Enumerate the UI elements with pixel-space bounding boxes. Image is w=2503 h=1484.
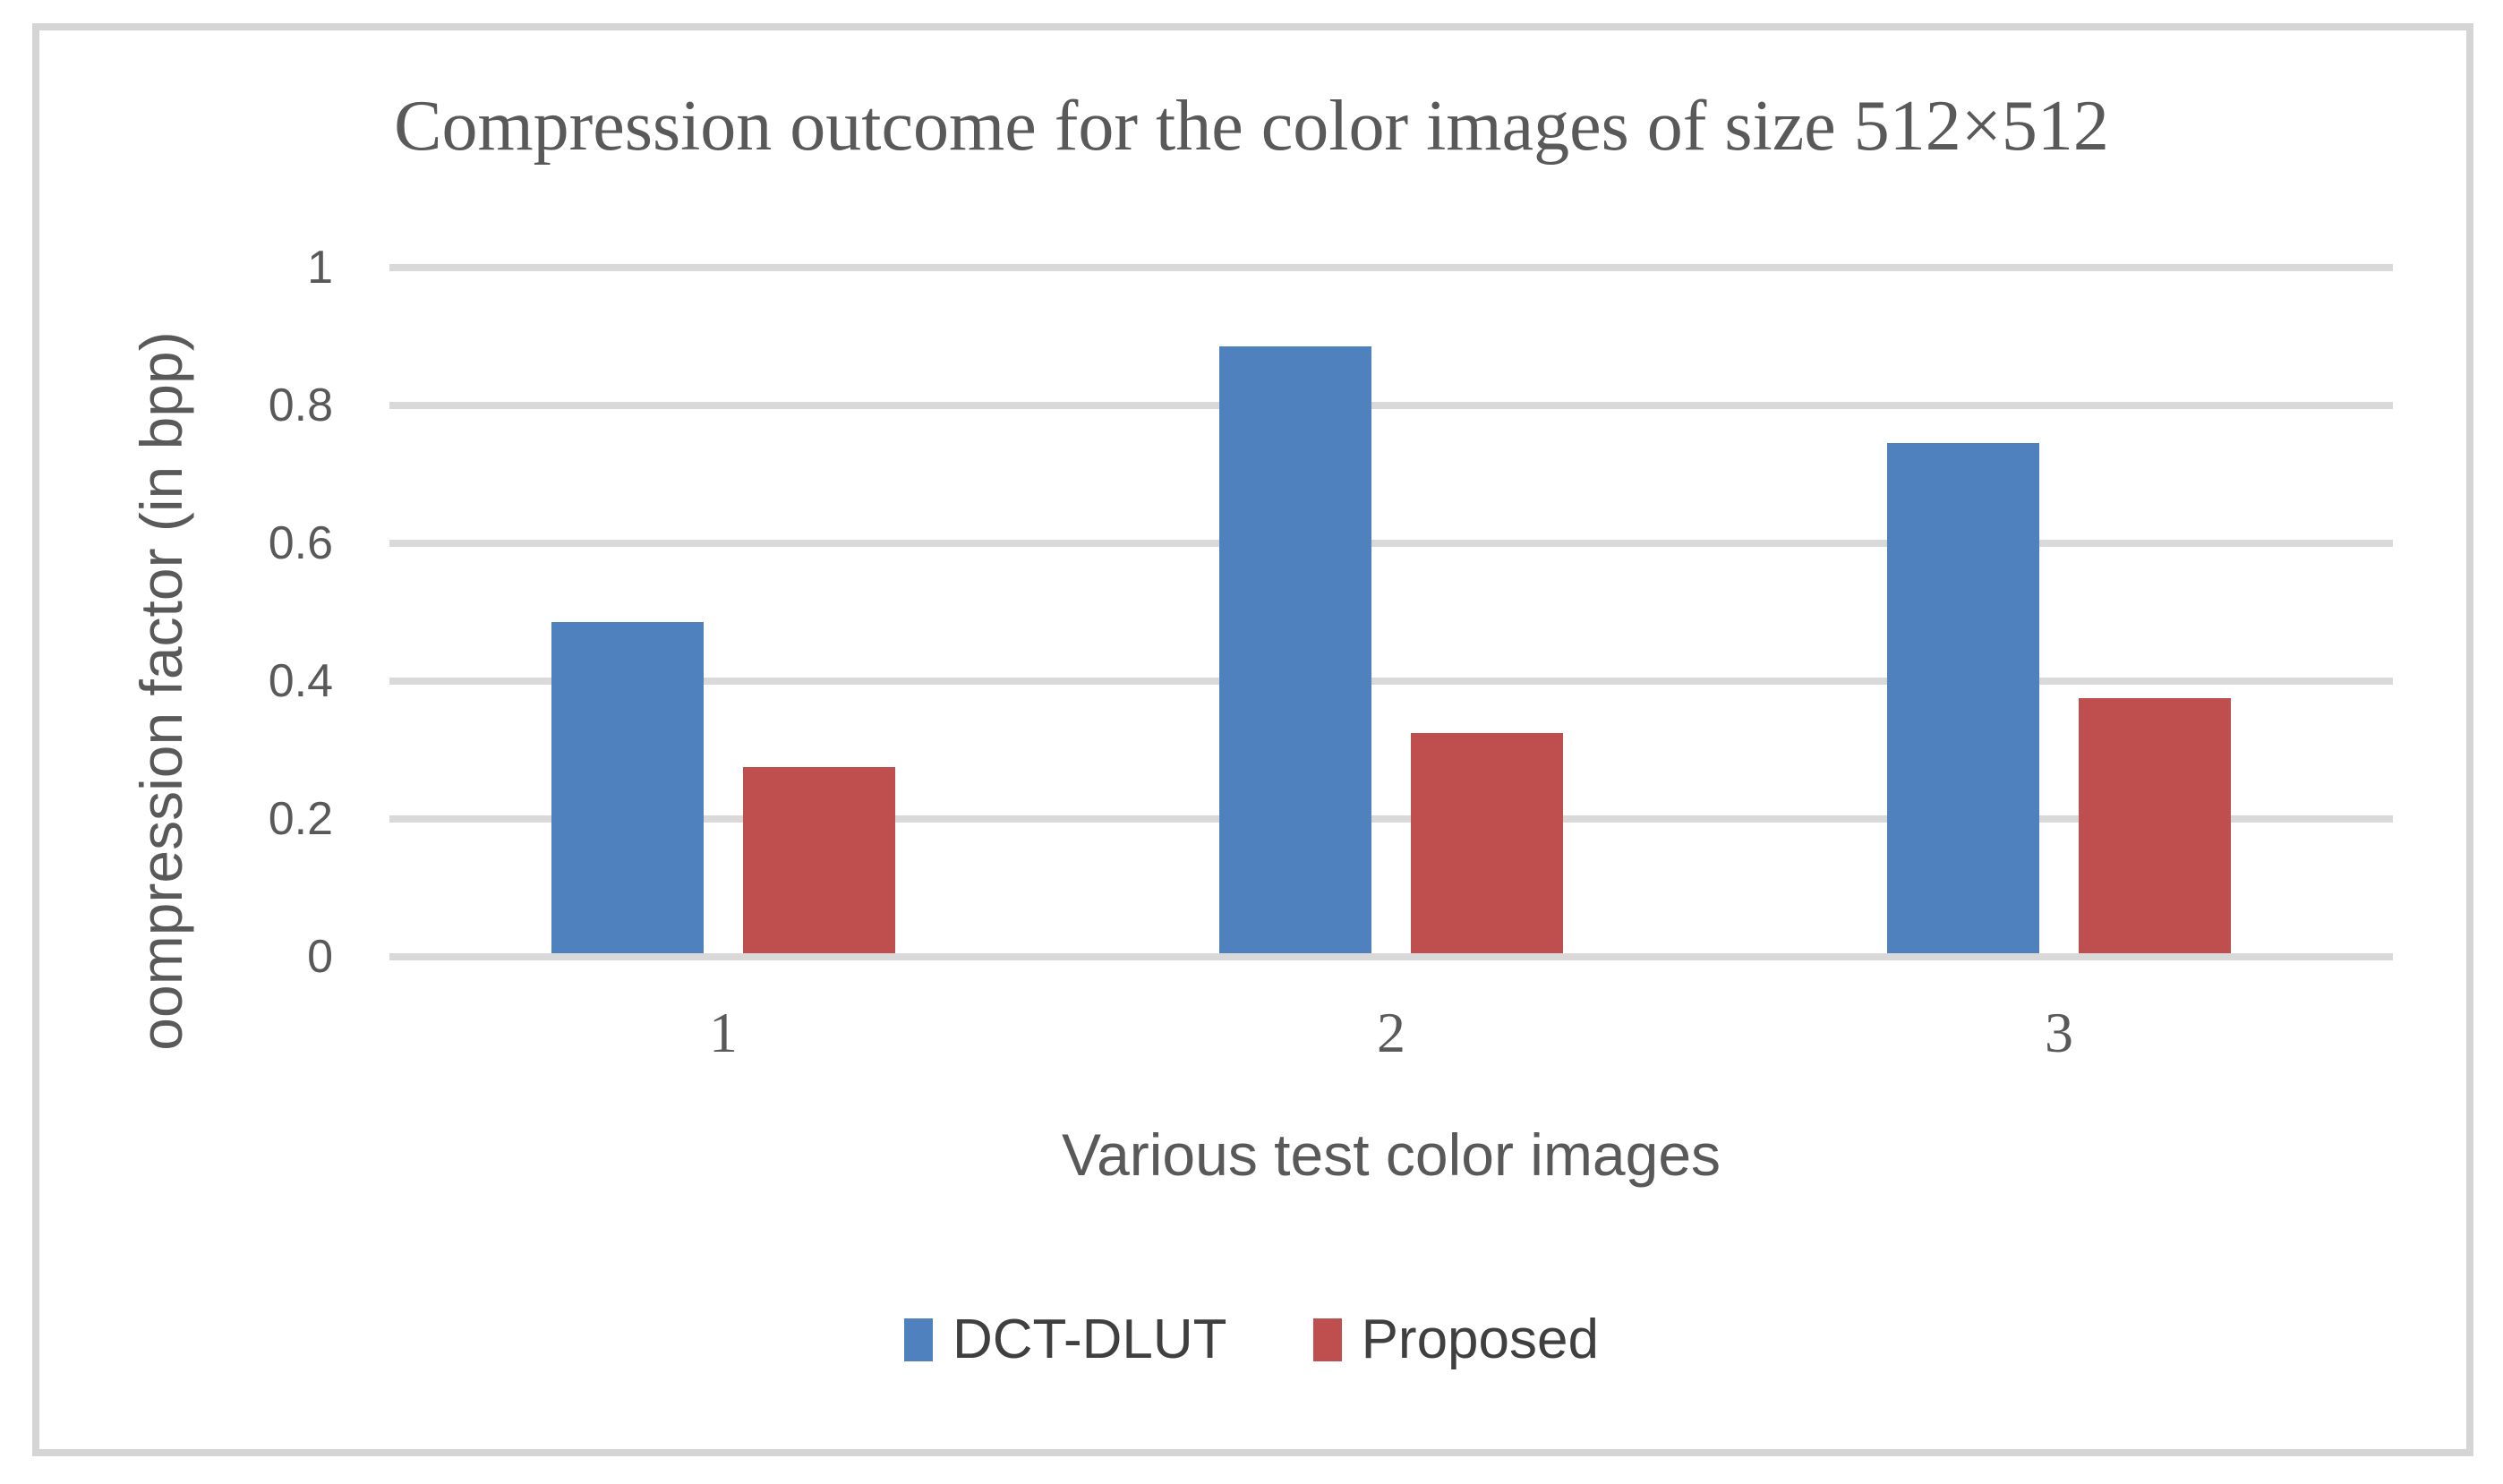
gridline-0 [389,953,2393,960]
legend-item-dct-dlut: DCT-DLUT [904,1309,1227,1371]
legend: DCT-DLUT Proposed [0,1309,2503,1371]
legend-item-proposed: Proposed [1312,1309,1599,1371]
bar-proposed-1 [743,767,895,953]
chart-title: Compression outcome for the color images… [394,87,2109,166]
legend-swatch-dct-dlut [904,1318,933,1361]
bar-proposed-2 [1411,733,1563,953]
x-axis-title: Various test color images [1061,1122,1721,1188]
y-tick-label-0: 0 [307,931,333,983]
legend-label-proposed: Proposed [1361,1309,1599,1370]
x-tick-label-3: 3 [2045,1001,2073,1064]
y-tick-label-0.4: 0.4 [268,655,333,707]
bar-proposed-3 [2079,698,2231,953]
gridline-1 [389,264,2393,271]
gridline-0.6 [389,540,2393,547]
y-tick-label-0.6: 0.6 [268,517,333,569]
gridline-0.4 [389,678,2393,685]
legend-swatch-proposed [1312,1318,1342,1361]
bar-dct-dlut-2 [1219,346,1371,953]
x-tick-label-1: 1 [709,1001,738,1064]
bar-dct-dlut-1 [551,622,704,953]
y-tick-label-0.8: 0.8 [268,380,333,431]
y-tick-label-0.2: 0.2 [268,793,333,845]
legend-label-dct-dlut: DCT-DLUT [953,1309,1227,1370]
gridline-0.2 [389,815,2393,823]
gridline-0.8 [389,402,2393,409]
bar-dct-dlut-3 [1887,443,2039,953]
x-tick-label-2: 2 [1377,1001,1405,1064]
y-tick-label-1: 1 [307,242,333,294]
